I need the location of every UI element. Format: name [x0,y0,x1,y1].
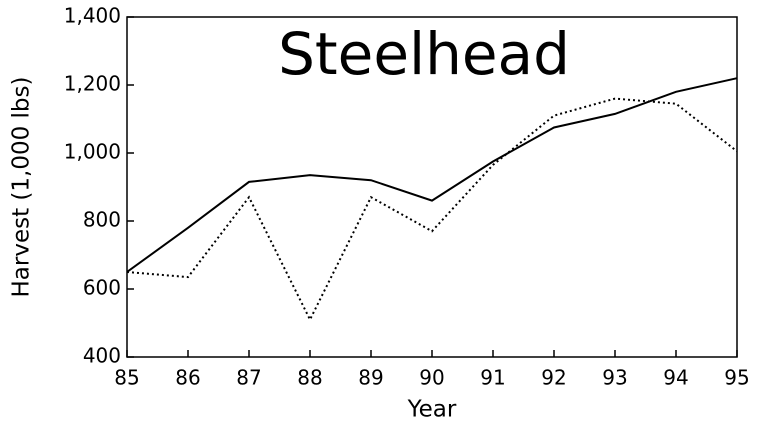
x-tick-label: 91 [480,366,505,390]
x-tick-label: 85 [114,366,139,390]
y-tick-label: 1,200 [64,72,121,96]
y-tick-label: 600 [83,276,121,300]
series-line [126,77,738,273]
x-tick-label: 95 [724,366,749,390]
x-tick-label: 94 [663,366,688,390]
x-tick-label: 87 [236,366,261,390]
y-axis-label: Harvest (1,000 lbs) [9,77,35,298]
y-tick-label: 1,000 [64,140,121,164]
x-tick-label: 93 [602,366,627,390]
y-tick-label: 800 [83,208,121,232]
x-tick-label: 88 [297,366,322,390]
x-tick-label: 86 [175,366,200,390]
series-line [126,97,738,322]
y-tick-label: 1,400 [64,4,121,28]
y-tick-label: 400 [83,344,121,368]
x-tick-label: 92 [541,366,566,390]
chart-title: Steelhead [278,20,570,88]
x-tick-label: 89 [358,366,383,390]
x-tick-label: 90 [419,366,444,390]
x-axis-label: Year [407,397,457,423]
